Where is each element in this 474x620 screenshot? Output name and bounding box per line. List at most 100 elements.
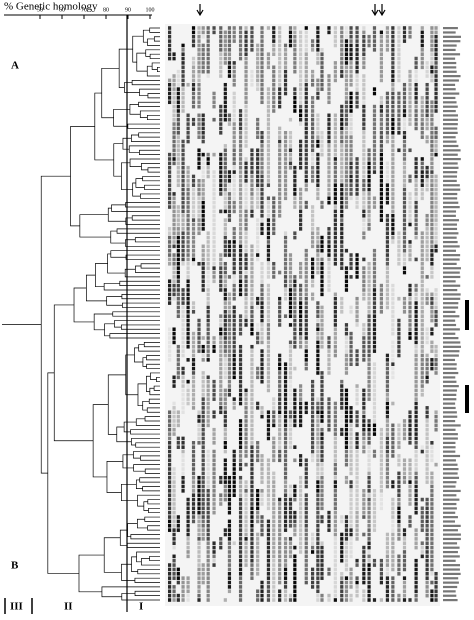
band [362,423,366,428]
band [272,502,276,506]
band [333,144,337,148]
band [385,266,390,270]
band [340,427,344,432]
band [197,545,201,550]
band [425,91,429,96]
branch [40,175,71,474]
band [333,353,337,358]
band [310,135,315,139]
band [385,484,390,489]
band [402,458,407,463]
band [244,419,248,423]
band [362,82,366,87]
band [197,48,201,52]
band [355,558,359,563]
band [219,362,223,367]
band [206,589,210,594]
band [293,366,297,371]
band [238,423,243,428]
lane-label [443,542,458,545]
band [227,550,232,554]
band [333,165,337,170]
band [181,196,185,201]
band [355,436,359,441]
band [197,489,201,493]
band [414,406,418,410]
band [299,144,303,148]
band [278,523,282,528]
band [250,318,254,323]
branch [95,263,108,288]
band [206,358,210,362]
band [176,148,180,153]
band [327,91,331,96]
band [197,550,201,554]
band [278,314,282,318]
band [288,436,293,441]
band [181,585,185,589]
band [278,532,282,537]
band [172,126,176,131]
band [191,392,196,397]
band [244,519,248,524]
band [283,541,288,546]
band [385,545,390,550]
band [362,174,366,179]
band [402,130,407,135]
band [212,484,216,489]
band [288,489,293,493]
band [260,314,264,318]
band [344,113,349,118]
band [238,331,243,336]
lane-label [443,341,461,344]
band [223,96,227,100]
band [219,48,223,52]
band [256,196,260,201]
band [272,510,276,515]
band [391,122,395,126]
band [232,541,236,546]
band [372,379,377,384]
band [355,301,359,305]
band [420,56,424,61]
band [414,157,418,161]
band [316,576,320,580]
band [278,423,282,428]
band [385,467,390,471]
band [408,515,412,519]
band [310,227,315,231]
band [278,26,282,30]
band [186,213,190,218]
branch [119,529,128,546]
band [197,410,201,415]
band [391,532,395,537]
band [197,196,201,201]
band [227,379,232,384]
band [206,410,210,415]
band [278,209,282,214]
band [168,523,172,528]
band [420,506,424,511]
band [385,200,390,205]
band [344,427,349,432]
band [250,510,254,515]
band [414,126,418,131]
band [250,419,254,423]
band [397,231,401,236]
band [260,69,264,74]
band [223,471,227,476]
band [391,401,395,406]
band [299,192,303,196]
band [266,117,271,122]
band [186,126,190,131]
band [320,253,324,257]
band [181,379,185,384]
band [283,593,288,598]
band [408,78,412,83]
band [327,74,331,78]
band [340,26,344,30]
band [168,467,172,471]
band [430,545,434,550]
band [272,205,276,209]
band [250,82,254,87]
